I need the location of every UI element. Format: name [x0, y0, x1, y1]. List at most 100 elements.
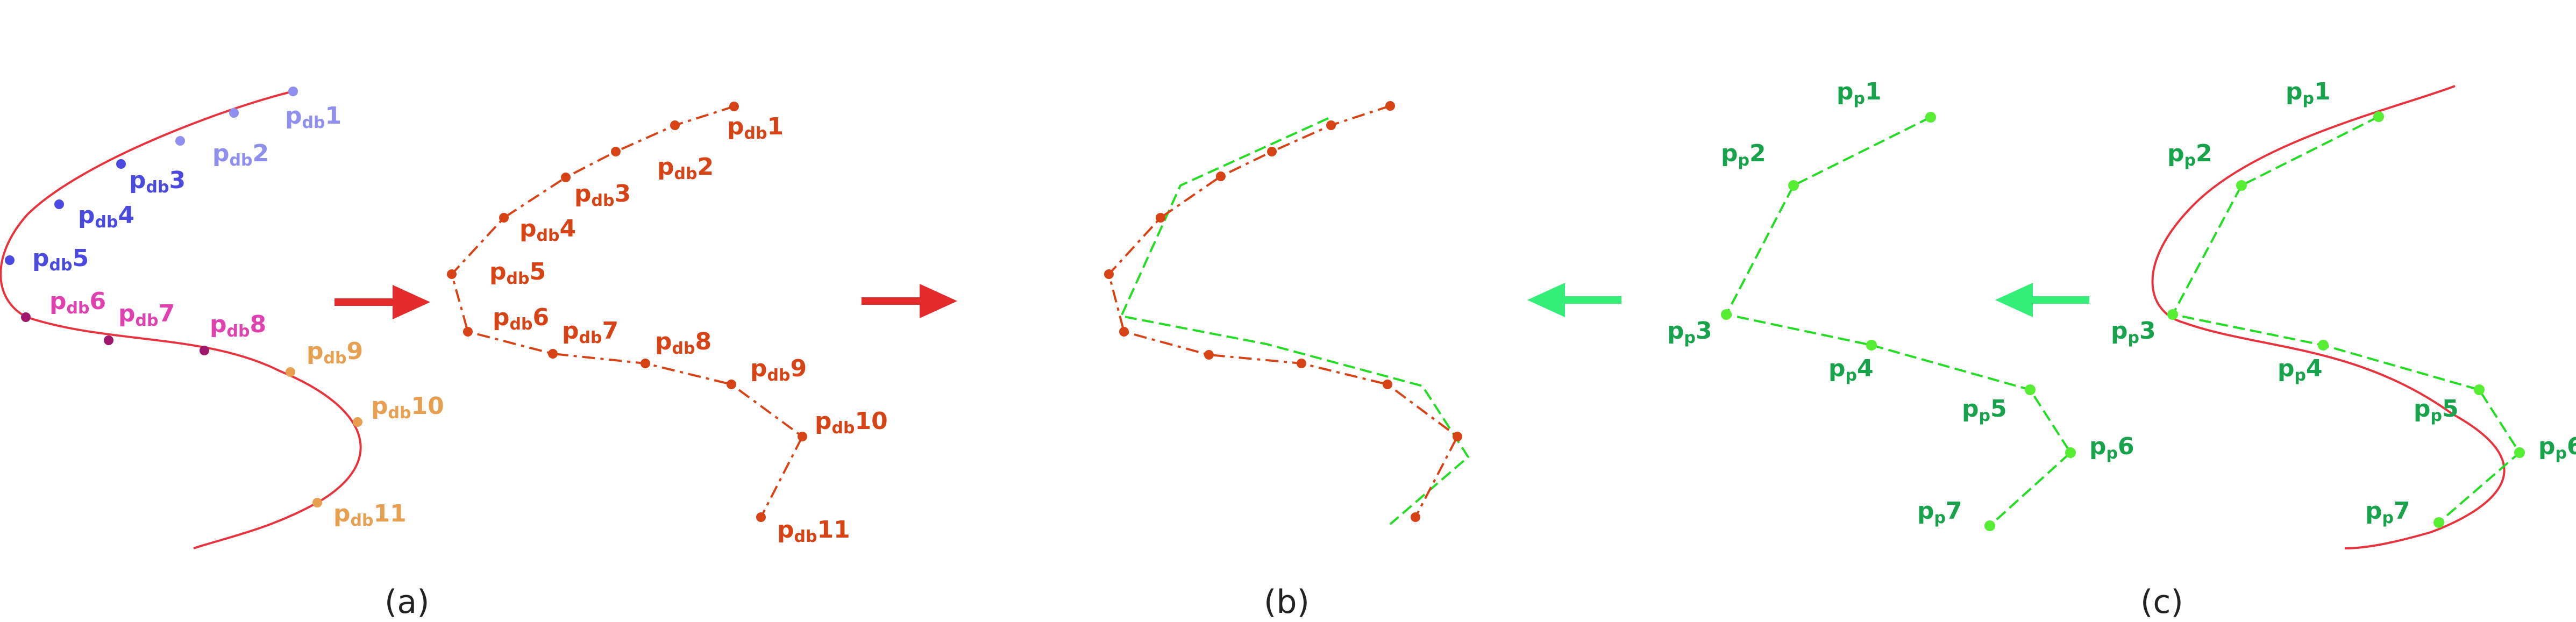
db-label: pdb4: [520, 215, 576, 245]
pp-point: [1721, 309, 1732, 320]
b-point: [1204, 350, 1214, 360]
pp-point: [2025, 384, 2036, 395]
c-label: pp7: [2365, 497, 2410, 527]
c-point: [2433, 517, 2444, 528]
panel-a-point: [353, 417, 362, 427]
panel-pp-polyline: pp1 pp2 pp3 pp4 pp5 pp6 pp7: [1667, 78, 2134, 531]
db-dashed-line: [450, 105, 804, 518]
pp-dashed-line: [1725, 116, 2072, 527]
b-point: [1267, 147, 1277, 156]
panel-a-point: [286, 367, 295, 377]
b-point: [1383, 380, 1392, 389]
pp-label: pp7: [1917, 497, 1962, 527]
c-point: [2236, 180, 2247, 191]
pp-point: [1984, 520, 1995, 531]
panel-a-label: pdb10: [371, 392, 444, 423]
c-point: [2167, 309, 2178, 320]
c-point: [2474, 384, 2485, 395]
pp-label: pp3: [1667, 317, 1712, 347]
arrow-left-1: [1527, 283, 1621, 317]
c-point: [2373, 111, 2384, 122]
b-point: [1216, 171, 1226, 181]
panel-a-point: [312, 498, 322, 507]
db-label: pdb7: [562, 317, 618, 347]
c-label: pp5: [2414, 395, 2459, 425]
pp-point: [1866, 340, 1877, 351]
pp-label: pp4: [1828, 355, 1874, 385]
b-orange-dashed-line: [1107, 105, 1459, 518]
c-label: pp3: [2111, 317, 2156, 347]
b-point: [1156, 213, 1165, 223]
panel-a: pdb1 pdb2 pdb3 pdb4 pdb5 pdb6 pdb7 pdb8 pdb9 pdb1…: [0, 87, 444, 549]
db-point: [798, 432, 807, 441]
pp-label: pp5: [1962, 395, 2007, 425]
c-label: pp2: [2167, 140, 2212, 170]
db-label: pdb11: [777, 516, 850, 546]
panel-a-point: [288, 87, 298, 96]
caption-a: (a): [385, 583, 430, 621]
caption-c: (c): [2140, 583, 2183, 621]
panel-a-point: [21, 312, 31, 322]
db-points: [447, 102, 807, 522]
panel-a-point: [54, 199, 64, 209]
db-labels: pdb1 pdb2 pdb3 pdb4 pdb5 pdb6 pdb7 pdb8 pdb9 pdb1…: [489, 113, 888, 546]
db-point: [548, 349, 558, 359]
panel-a-point: [200, 346, 209, 355]
panel-a-label: pdb3: [129, 167, 186, 197]
panel-a-point: [175, 136, 185, 146]
pp-point: [1788, 180, 1799, 191]
panel-db-polyline: pdb1 pdb2 pdb3 pdb4 pdb5 pdb6 pdb7 pdb8 pdb9 pdb1…: [447, 102, 888, 546]
panel-a-point: [5, 255, 15, 265]
b-point: [1453, 432, 1462, 441]
b-point: [1104, 269, 1114, 279]
panel-a-label: pdb9: [307, 338, 363, 368]
db-label: pdb2: [657, 153, 714, 183]
db-label: pdb9: [750, 355, 807, 385]
pp-points: [1721, 112, 2076, 531]
panel-a-label: pdb11: [333, 500, 407, 530]
b-point: [1326, 120, 1336, 130]
db-label: pdb8: [655, 328, 711, 358]
caption-b: (b): [1264, 583, 1310, 621]
panel-a-label: pdb4: [78, 202, 134, 232]
pp-point: [1925, 112, 1936, 123]
pp-label: pp1: [1837, 78, 1882, 108]
pp-point: [2065, 447, 2076, 458]
b-point: [1411, 512, 1420, 522]
db-point: [727, 380, 736, 389]
db-point: [499, 213, 509, 223]
db-point: [611, 147, 621, 156]
b-point: [1119, 327, 1129, 337]
b-point: [1297, 359, 1306, 368]
db-point: [447, 269, 457, 279]
db-label: pdb1: [727, 113, 784, 143]
panel-a-labels: pdb1 pdb2 pdb3 pdb4 pdb5 pdb6 pdb7 pdb8 pdb9 pdb1…: [32, 102, 444, 530]
db-point: [463, 327, 473, 337]
db-label: pdb6: [493, 304, 549, 334]
panel-a-label: pdb1: [285, 102, 341, 132]
panel-a-label: pdb7: [118, 300, 175, 330]
db-point: [729, 102, 739, 111]
c-points: [2167, 111, 2525, 528]
panel-a-point: [116, 159, 126, 169]
db-label: pdb5: [489, 258, 546, 288]
pp-label: pp2: [1721, 140, 1766, 170]
panel-a-points: [5, 87, 362, 507]
panel-a-label: pdb8: [210, 311, 266, 341]
panel-a-label: pdb5: [32, 245, 89, 275]
panel-a-point: [229, 108, 239, 118]
c-label: pp1: [2286, 78, 2331, 108]
c-label: pp6: [2538, 433, 2576, 463]
panel-a-point: [104, 335, 113, 345]
c-label: pp4: [2278, 355, 2323, 385]
pp-label: pp6: [2089, 433, 2134, 463]
db-label: pdb10: [815, 407, 888, 438]
c-labels: pp1 pp2 pp3 pp4 pp5 pp6 pp7: [2111, 78, 2576, 527]
panel-a-label: pdb2: [212, 140, 269, 170]
original-curve-c: [2151, 85, 2506, 549]
original-curve-a: [0, 90, 362, 549]
db-point: [641, 359, 650, 368]
arrow-left-2: [1995, 283, 2089, 317]
db-label: pdb3: [574, 180, 631, 210]
